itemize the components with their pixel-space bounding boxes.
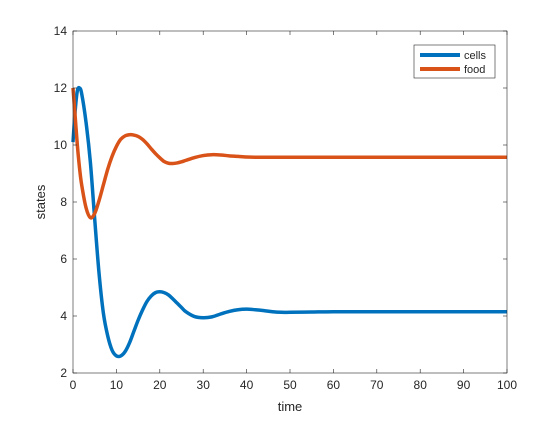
x-tick-label: 30 — [197, 378, 211, 392]
x-tick-label: 10 — [110, 378, 124, 392]
x-tick-label: 20 — [153, 378, 167, 392]
y-axis-label: states — [33, 184, 48, 219]
series-line-cells — [71, 85, 507, 359]
x-tick-label: 0 — [70, 378, 77, 392]
x-tick-label: 40 — [240, 378, 254, 392]
series-layer — [71, 85, 507, 359]
y-tick-label: 8 — [60, 195, 67, 209]
x-tick-label: 80 — [414, 378, 428, 392]
legend: cells food — [413, 44, 496, 79]
legend-label-food: food — [464, 64, 485, 76]
legend-label-cells: cells — [464, 50, 487, 62]
y-tick-label: 14 — [54, 24, 68, 38]
x-tick-label: 50 — [283, 378, 297, 392]
ticks-layer: 0 10 20 30 40 50 60 70 80 90 100 2 4 6 8 10 12 14 — [54, 24, 518, 392]
axes-background — [73, 31, 507, 373]
y-tick-label: 4 — [60, 309, 67, 323]
x-tick-label: 100 — [497, 378, 517, 392]
legend-box — [413, 44, 496, 79]
x-axis-label: time — [278, 399, 303, 414]
y-tick-label: 12 — [54, 81, 68, 95]
y-tick-label: 10 — [54, 138, 68, 152]
y-tick-label: 2 — [60, 366, 67, 380]
x-tick-label: 90 — [457, 378, 471, 392]
series-line-food — [71, 87, 507, 220]
x-tick-label: 60 — [327, 378, 341, 392]
x-tick-label: 70 — [370, 378, 384, 392]
y-tick-label: 6 — [60, 252, 67, 266]
